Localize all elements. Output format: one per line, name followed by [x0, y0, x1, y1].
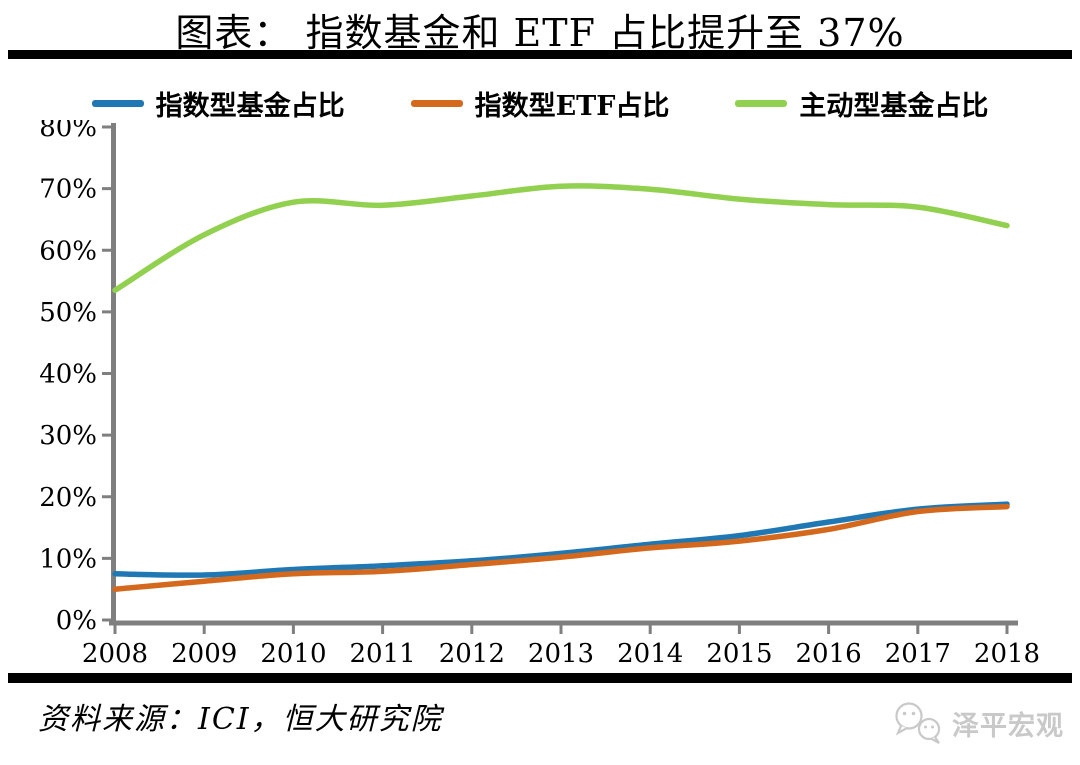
x-tick-label: 2009 — [171, 639, 237, 669]
y-tick-label: 30% — [39, 421, 97, 451]
legend-label: 指数型基金占比 — [155, 91, 345, 122]
y-tick-label: 50% — [39, 298, 97, 328]
y-tick-label: 0% — [56, 606, 97, 636]
source-note: 资料来源：ICI，恒大研究院 — [38, 702, 443, 737]
x-tick-label: 2015 — [706, 639, 772, 669]
y-tick-label: 20% — [39, 483, 97, 513]
y-tick-label: 70% — [39, 175, 97, 205]
x-tick-label: 2013 — [528, 639, 594, 669]
chart-title: 图表： 指数基金和 ETF 占比提升至 37% — [175, 11, 905, 55]
line-chart: 0% 10% 20% 30% 40% 50% 60% 70% 80% 2008 2009 2010 20… — [39, 120, 1040, 669]
legend-item-1: 指数型ETF占比 — [410, 84, 670, 123]
series-line-1 — [112, 503, 1010, 592]
x-tick-label: 2008 — [82, 639, 148, 669]
x-tick-label: 2016 — [796, 639, 862, 669]
y-tick-label: 10% — [39, 544, 97, 574]
y-tick-label: 60% — [39, 236, 97, 266]
legend-item-2: 主动型基金占比 — [735, 84, 988, 123]
x-tick-label: 2012 — [439, 639, 505, 669]
legend-label: 主动型基金占比 — [799, 91, 989, 122]
x-tick-label: 2010 — [260, 639, 326, 669]
series-line-2 — [112, 183, 1010, 294]
x-tick-label: 2011 — [350, 639, 416, 669]
y-tick-label: 40% — [39, 360, 97, 390]
watermark-text: 泽平宏观 — [952, 710, 1064, 742]
legend-swatch-icon — [91, 100, 144, 107]
watermark: 泽平宏观 — [890, 700, 1064, 746]
legend-label: 指数型ETF占比 — [474, 91, 670, 122]
x-tick-label: 2014 — [617, 639, 683, 669]
top-divider-bar — [8, 50, 1072, 59]
legend-swatch-icon — [410, 100, 463, 107]
x-tick-label: 2017 — [885, 639, 951, 669]
wechat-logo-icon — [895, 702, 941, 744]
legend-item-0: 指数型基金占比 — [91, 84, 345, 123]
x-tick-label: 2018 — [974, 639, 1040, 669]
chart-legend: 指数型基金占比 指数型ETF占比 主动型基金占比 — [0, 84, 1080, 123]
series-line-0 — [112, 501, 1010, 578]
y-tick-label: 80% — [39, 120, 97, 143]
legend-swatch-icon — [735, 100, 788, 107]
bottom-divider-bar — [8, 673, 1072, 683]
